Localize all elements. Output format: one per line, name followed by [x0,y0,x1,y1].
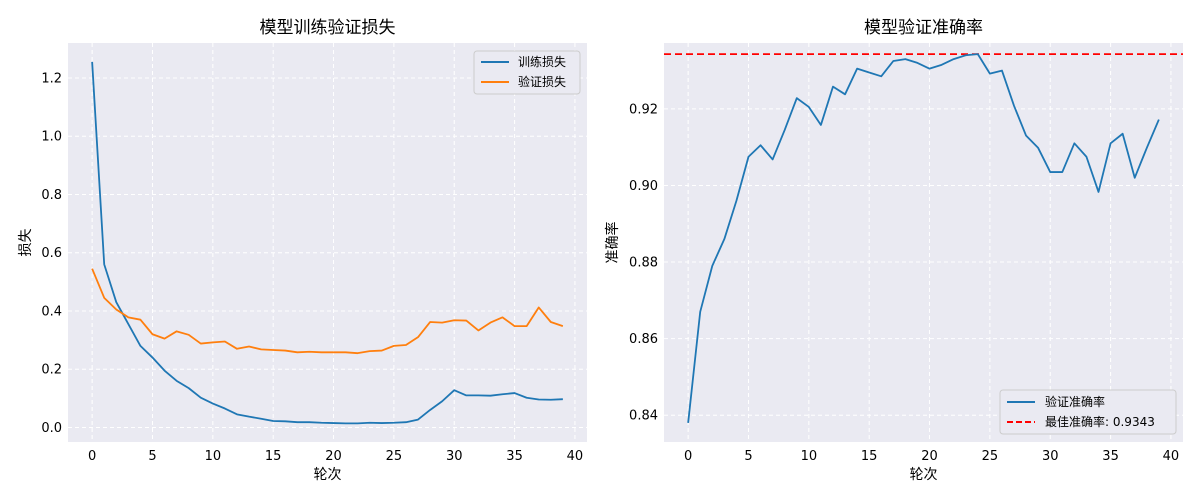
accuracy-legend-label-val: 验证准确率 [1045,394,1105,409]
accuracy-x-axis-label: 轮次 [910,467,938,483]
accuracy-legend-label-best: 最佳准确率: 0.9343 [1045,414,1155,429]
loss-y-ticks: 0.0 0.2 0.4 0.6 0.8 1.0 1.2 [41,71,62,435]
accuracy-x-tick-label: 25 [982,449,999,464]
loss-x-tick-label: 15 [265,449,282,464]
loss-x-axis-label: 轮次 [314,467,342,483]
accuracy-x-tick-label: 15 [861,449,878,464]
loss-y-tick-label: 0.0 [41,421,62,436]
loss-x-ticks: 0 5 10 15 20 25 30 35 40 [88,449,583,464]
accuracy-legend: 验证准确率 最佳准确率: 0.9343 [999,389,1177,435]
loss-series-line-1 [91,268,564,355]
loss-x-tick-label: 20 [325,449,342,464]
accuracy-x-ticks: 0 5 10 15 20 25 30 35 40 [684,449,1179,464]
accuracy-x-tick-label: 0 [684,449,692,464]
loss-x-tick-label: 5 [148,449,156,464]
accuracy-x-tick-label: 10 [801,449,818,464]
accuracy-chart: 0 5 10 15 20 25 30 35 40 0.84 0.86 0.88 0.90 0.92 模型… [604,18,1183,483]
loss-chart-title: 模型训练验证损失 [260,18,396,38]
accuracy-x-tick-label: 40 [1163,449,1180,464]
accuracy-series [687,53,1160,423]
accuracy-y-tick-label: 0.84 [629,409,658,424]
loss-grid [68,43,587,442]
loss-y-tick-label: 0.2 [41,363,62,378]
accuracy-series-line-0 [687,53,1160,423]
loss-y-tick-label: 1.2 [41,71,62,86]
accuracy-x-tick-label: 30 [1042,449,1059,464]
loss-legend-label-train: 训练损失 [518,54,566,69]
loss-series-line-0 [91,61,563,425]
accuracy-legend-box [999,389,1177,435]
loss-x-tick-label: 10 [205,449,222,464]
loss-y-axis-label: 损失 [18,229,34,257]
loss-chart: 0 5 10 15 20 25 30 35 40 0.0 0.2 0.4 0.6 0.8 1.0 1.2 模… [18,18,587,483]
accuracy-y-axis-label: 准确率 [604,222,621,264]
accuracy-grid [664,43,1183,442]
accuracy-chart-title: 模型验证准确率 [864,18,983,38]
loss-x-tick-label: 40 [567,449,584,464]
loss-x-tick-label: 35 [506,449,523,464]
loss-x-tick-label: 0 [88,449,96,464]
loss-legend: 训练损失 验证损失 [473,50,581,95]
accuracy-x-tick-label: 35 [1102,449,1119,464]
loss-y-tick-label: 0.4 [41,304,62,319]
loss-series [91,61,564,425]
accuracy-y-tick-label: 0.88 [629,256,658,271]
loss-y-tick-label: 0.6 [41,246,62,261]
loss-y-tick-label: 1.0 [41,130,62,145]
loss-x-tick-label: 25 [386,449,403,464]
loss-legend-label-val: 验证损失 [518,74,566,89]
accuracy-plot-background [664,43,1183,442]
loss-y-tick-label: 0.8 [41,188,62,203]
accuracy-y-ticks: 0.84 0.86 0.88 0.90 0.92 [629,102,658,423]
loss-x-tick-label: 30 [446,449,463,464]
accuracy-y-tick-label: 0.86 [629,332,658,347]
accuracy-y-tick-label: 0.92 [629,102,658,117]
accuracy-y-tick-label: 0.90 [629,179,658,194]
loss-plot-background [68,43,587,442]
accuracy-x-tick-label: 20 [921,449,938,464]
accuracy-x-tick-label: 5 [744,449,752,464]
